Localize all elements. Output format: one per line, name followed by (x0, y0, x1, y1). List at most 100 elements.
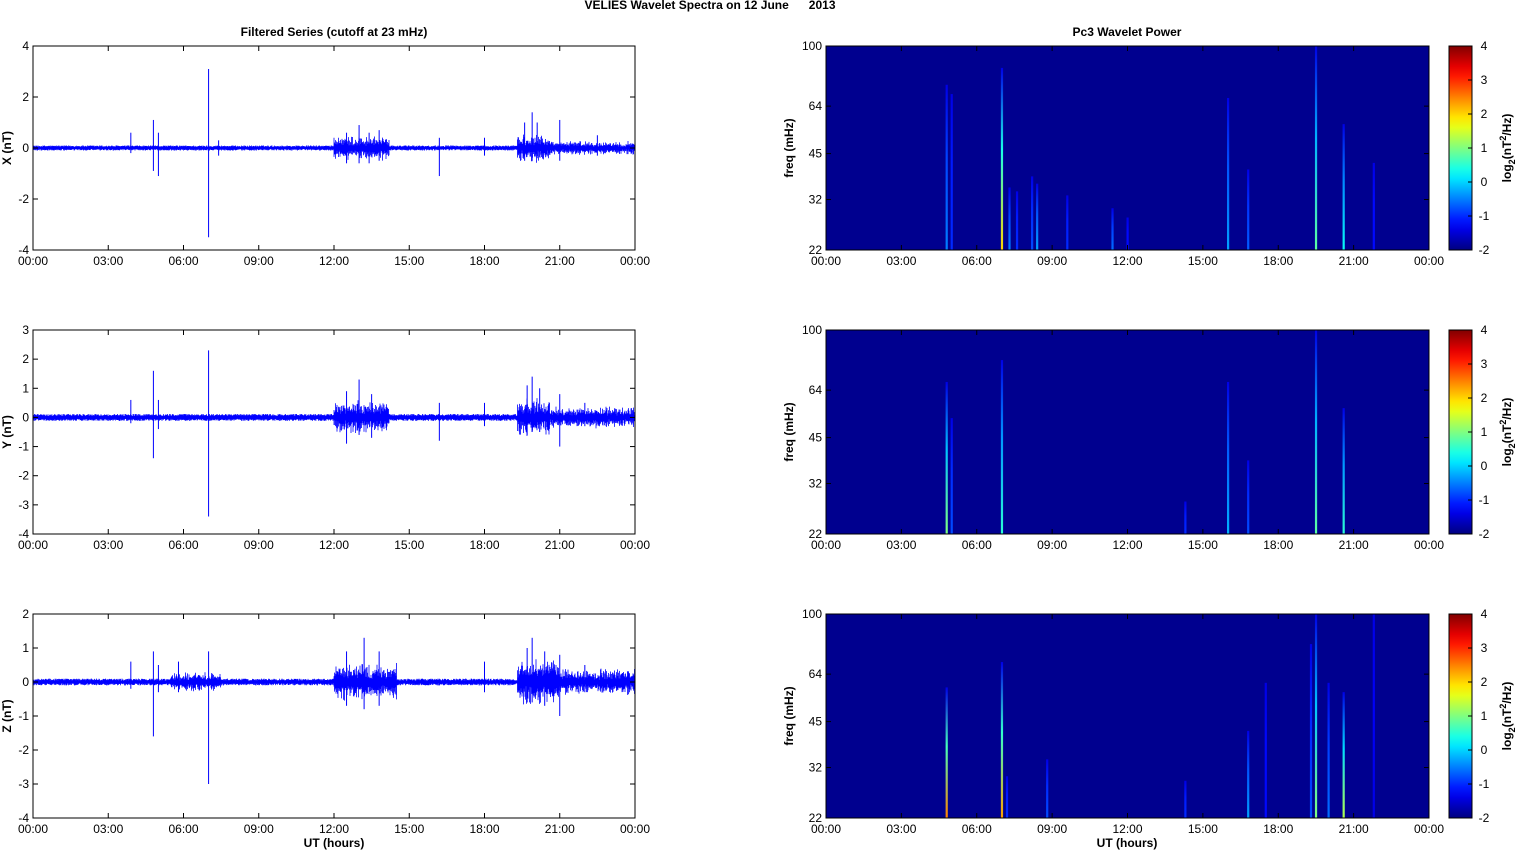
spectrum-x-ytick-label: 64 (809, 99, 823, 113)
spectrum-y-xtick-label: 03:00 (886, 538, 916, 552)
series-z-xtick-label: 21:00 (545, 822, 575, 836)
spectrum-z-xtick-label: 21:00 (1339, 822, 1369, 836)
spectrum-z-background (826, 614, 1429, 818)
series-x-xtick-label: 21:00 (545, 254, 575, 268)
spectrum-y-ytick-label: 32 (809, 477, 823, 491)
spectrum-x-streak (950, 94, 953, 251)
spectrum-z-ytick-label: 32 (809, 761, 823, 775)
spectrum-z-ytick-label: 45 (809, 715, 823, 729)
series-x-xtick-label: 15:00 (394, 254, 424, 268)
spectrum-x-ytick-label: 22 (809, 243, 823, 257)
series-z-xtick-label: 18:00 (469, 822, 499, 836)
spectrum-z-colorbar-label: log2(nT2/Hz) (1498, 682, 1515, 751)
left-column-title: Filtered Series (cutoff at 23 mHz) (241, 25, 428, 39)
right-column-title: Pc3 Wavelet Power (1073, 25, 1182, 39)
spectrum-x-xtick-label: 03:00 (886, 254, 916, 268)
spectrum-z-ytick-label: 22 (809, 811, 823, 825)
spectrum-y-colorbar-tick-label: 4 (1481, 323, 1488, 337)
series-y-ytick-label: -3 (18, 498, 29, 512)
series-z-ylabel: Z (nT) (0, 699, 14, 732)
spectrum-y-colorbar-tick-label: 2 (1481, 391, 1488, 405)
spectrum-y-xtick-label: 15:00 (1188, 538, 1218, 552)
figure-title: VELIES Wavelet Spectra on 12 June 2013 (585, 0, 836, 12)
spectrum-x-xtick-label: 00:00 (811, 254, 841, 268)
series-x-ytick-label: -2 (18, 192, 29, 206)
spectrum-x-streak (1066, 195, 1069, 250)
right-x-axis-label: UT (hours) (1097, 836, 1158, 850)
spectrum-z-xtick-label: 12:00 (1112, 822, 1142, 836)
spectrum-z-streak (1046, 759, 1049, 818)
spectrum-x-ytick-label: 45 (809, 147, 823, 161)
series-y-xtick-label: 15:00 (394, 538, 424, 552)
series-z-xtick-label: 15:00 (394, 822, 424, 836)
spectrum-x-streak (1314, 46, 1318, 250)
spectrum-y-ylabel: freq (mHz) (782, 402, 796, 461)
spectrum-x-streak (1015, 191, 1019, 250)
spectrum-z-xtick-label: 18:00 (1263, 822, 1293, 836)
spectrum-z-xtick-label: 09:00 (1037, 822, 1067, 836)
spectrum-z-colorbar-tick-label: 0 (1481, 743, 1488, 757)
spectrum-z-streak (1327, 682, 1330, 818)
spectrum-y-ytick-label: 45 (809, 431, 823, 445)
spectrum-x-streak (1227, 97, 1230, 250)
series-z-xtick-label: 06:00 (168, 822, 198, 836)
spectrum-y-colorbar-tick-label: 1 (1481, 425, 1488, 439)
spectrum-y-ytick-label: 100 (802, 323, 822, 337)
series-y-ylabel: Y (nT) (0, 415, 14, 449)
spectrum-z-xtick-label: 03:00 (886, 822, 916, 836)
series-y-ytick-label: 1 (22, 381, 29, 395)
series-z-ytick-label: -1 (18, 709, 29, 723)
spectrum-x-background (826, 46, 1429, 250)
spectrum-y-ytick-label: 64 (809, 383, 823, 397)
spectrum-x-ytick-label: 100 (802, 39, 822, 53)
series-z-xtick-label: 12:00 (319, 822, 349, 836)
spectrum-y-streak (1227, 381, 1230, 534)
spectrum-x-streak (1342, 124, 1345, 250)
series-x-xtick-label: 09:00 (244, 254, 274, 268)
spectrum-y-xtick-label: 00:00 (811, 538, 841, 552)
spectrum-y-streak (945, 381, 948, 534)
series-z-xtick-label: 03:00 (93, 822, 123, 836)
spectrum-x-xtick-label: 09:00 (1037, 254, 1067, 268)
series-y-trace (33, 398, 635, 436)
series-y-ytick-label: -4 (18, 527, 29, 541)
spectrum-x-ylabel: freq (mHz) (782, 118, 796, 177)
spectrum-x-colorbar-tick-label: 1 (1481, 141, 1488, 155)
series-y-ytick-label: -2 (18, 469, 29, 483)
spectrum-y-streak (1247, 460, 1250, 534)
spectrum-y-colorbar-tick-label: 3 (1481, 357, 1488, 371)
spectrum-x-xtick-label: 18:00 (1263, 254, 1293, 268)
spectrum-z-streak (1314, 614, 1318, 818)
spectrum-x-xtick-label: 00:00 (1414, 254, 1444, 268)
series-y-xtick-label: 09:00 (244, 538, 274, 552)
spectrum-z-streak (1005, 776, 1009, 818)
spectrum-x-colorbar-tick-label: -1 (1479, 209, 1490, 223)
spectrum-x-colorbar-label: log2(nT2/Hz) (1498, 114, 1515, 183)
series-z-trace (33, 659, 635, 705)
series-y-ytick-label: 0 (22, 410, 29, 424)
spectrum-x-xtick-label: 12:00 (1112, 254, 1142, 268)
spectrum-y-xtick-label: 06:00 (962, 538, 992, 552)
spectrum-z-streak (1184, 780, 1187, 818)
spectrum-x-colorbar-tick-label: 4 (1481, 39, 1488, 53)
series-z-ytick-label: 1 (22, 641, 29, 655)
series-x-xtick-label: 06:00 (168, 254, 198, 268)
spectrum-x-streak (1247, 169, 1250, 250)
spectrum-x-streak (945, 84, 948, 250)
spectrum-y-colorbar-tick-label: 0 (1481, 459, 1488, 473)
spectrum-x-ytick-label: 32 (809, 193, 823, 207)
spectrum-y-colorbar-label: log2(nT2/Hz) (1498, 398, 1515, 467)
series-x-ytick-label: 0 (22, 141, 29, 155)
spectrum-z-colorbar-tick-label: -2 (1479, 811, 1490, 825)
spectrum-x-colorbar-tick-label: 2 (1481, 107, 1488, 121)
spectrum-z-xtick-label: 06:00 (962, 822, 992, 836)
spectrum-z-streak (1264, 682, 1267, 818)
series-y-plot-area (33, 330, 635, 534)
spectrum-z-streak (1342, 692, 1345, 818)
spectrum-y-xtick-label: 21:00 (1339, 538, 1369, 552)
spectrum-z-streak (1372, 614, 1375, 818)
spectrum-y-streak (1342, 408, 1345, 534)
spectrum-x-colorbar-tick-label: 0 (1481, 175, 1488, 189)
spectrum-x-streak (1000, 67, 1004, 250)
